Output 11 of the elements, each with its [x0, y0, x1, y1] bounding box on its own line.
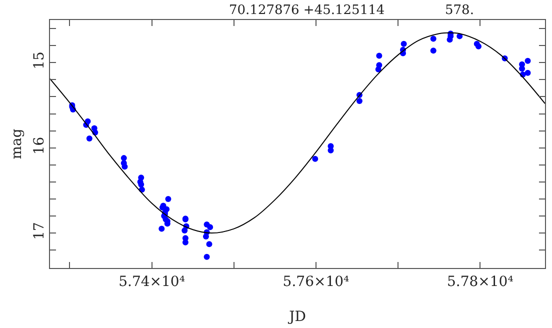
x-tick-label: 5.76×10⁴ — [282, 274, 350, 290]
y-tick-label: 16 — [31, 136, 48, 155]
y-tick-label: 15 — [31, 52, 48, 70]
x-tick-label: 5.74×10⁴ — [118, 274, 186, 290]
y-axis-title: mag — [9, 128, 25, 160]
text: 578. — [445, 3, 474, 18]
y-tick-label: 17 — [31, 222, 48, 240]
line-series — [50, 32, 545, 234]
x-axis-title: JD — [287, 309, 306, 326]
text: 70.127876 +45.125114 — [229, 3, 385, 18]
x-tick-label: 5.78×10⁴ — [446, 274, 514, 290]
